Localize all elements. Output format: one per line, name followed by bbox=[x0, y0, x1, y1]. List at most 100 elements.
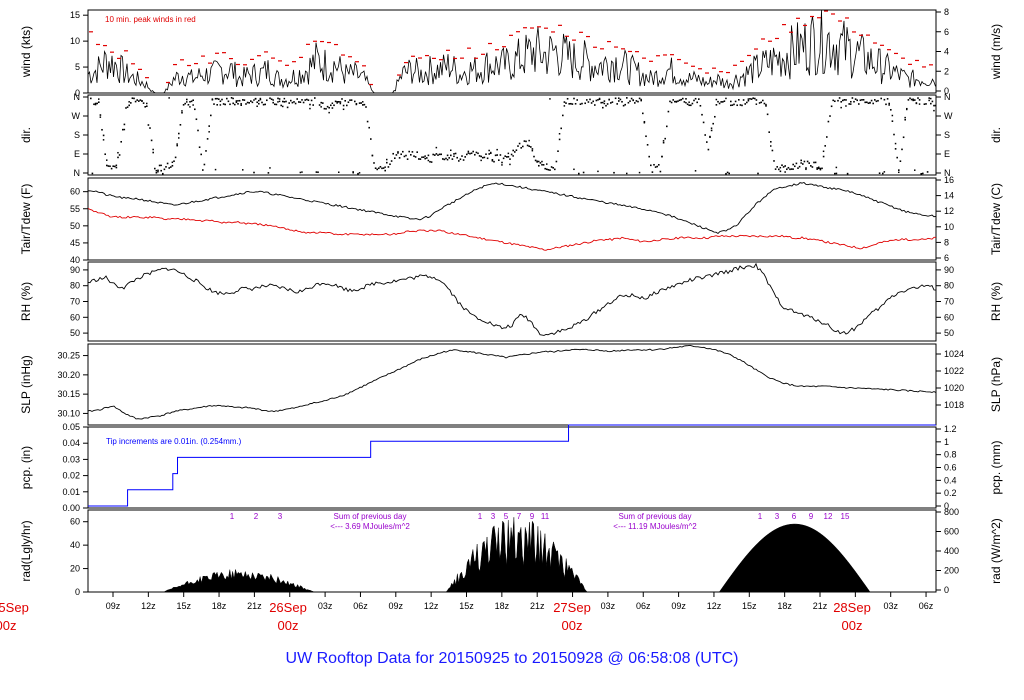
dir-point bbox=[261, 101, 263, 104]
rad-sum-value: <--- 11.19 MJoules/m^2 bbox=[613, 522, 697, 531]
dir-point bbox=[923, 103, 926, 106]
dir-point bbox=[464, 156, 466, 158]
right-ytick-label: 2 bbox=[944, 66, 949, 76]
dir-point bbox=[243, 99, 246, 101]
dir-point bbox=[413, 155, 415, 157]
dir-point bbox=[133, 97, 135, 100]
dir-point bbox=[224, 103, 226, 106]
dir-point bbox=[696, 101, 698, 104]
dir-point bbox=[163, 168, 166, 171]
dir-point bbox=[502, 157, 505, 160]
dir-point bbox=[240, 104, 242, 106]
dir-point bbox=[606, 103, 609, 105]
dir-point bbox=[538, 164, 540, 167]
rh-ytick-label: 80 bbox=[70, 281, 80, 291]
dir-ytick-label-right: W bbox=[944, 111, 953, 121]
dir-point bbox=[158, 164, 161, 167]
x-tick-label: 12z bbox=[424, 601, 439, 611]
dir-point bbox=[643, 121, 646, 124]
right-ytick-label: 6 bbox=[944, 253, 949, 263]
rad-ytick-label: 40 bbox=[70, 540, 80, 550]
dir-point bbox=[205, 150, 207, 152]
dir-point bbox=[358, 102, 361, 104]
wind-frame bbox=[87, 9, 937, 94]
dir-ytick-label: E bbox=[74, 149, 80, 159]
x-tick-label: 03z bbox=[318, 601, 333, 611]
dir-point bbox=[818, 166, 820, 169]
dir-point bbox=[195, 118, 198, 121]
dir-point bbox=[701, 113, 703, 116]
dir-point bbox=[530, 146, 532, 148]
dir-point bbox=[320, 106, 322, 108]
dir-point bbox=[622, 104, 625, 107]
dir-point bbox=[328, 106, 330, 109]
dir-point bbox=[235, 101, 238, 104]
dir-point bbox=[722, 101, 724, 103]
dir-point bbox=[270, 98, 273, 101]
dir-point bbox=[594, 104, 596, 106]
dir-point bbox=[818, 167, 820, 170]
dir-point bbox=[386, 161, 388, 164]
dir-point bbox=[434, 154, 436, 156]
rh-frame bbox=[87, 261, 937, 342]
dir-point bbox=[643, 120, 646, 123]
dir-point bbox=[285, 100, 287, 103]
dir-point bbox=[470, 152, 473, 155]
slp-line bbox=[87, 344, 937, 420]
dir-point bbox=[253, 171, 255, 174]
dir-point bbox=[754, 97, 756, 100]
dir-point bbox=[467, 150, 470, 153]
wind-ytick-label: 0 bbox=[75, 88, 80, 98]
dir-point bbox=[389, 163, 391, 166]
dir-point bbox=[288, 102, 290, 104]
dir-point bbox=[912, 98, 914, 100]
dir-point bbox=[584, 102, 586, 105]
dir-point bbox=[461, 155, 463, 157]
dir-point bbox=[192, 99, 194, 102]
x-tick-label: 18z bbox=[777, 601, 792, 611]
dir-point bbox=[814, 161, 817, 164]
dir-point bbox=[694, 97, 697, 100]
dir-point bbox=[427, 159, 430, 162]
dir-point bbox=[555, 160, 558, 163]
dir-point bbox=[320, 101, 322, 104]
dir-point bbox=[669, 100, 671, 103]
dir-point bbox=[538, 160, 540, 163]
pcp-ytick-label: 0.04 bbox=[62, 438, 80, 448]
dir-point bbox=[770, 145, 772, 147]
dir-point bbox=[563, 101, 566, 103]
dir-point bbox=[693, 99, 695, 102]
dir-point bbox=[899, 160, 902, 163]
dir-point bbox=[786, 168, 788, 171]
dir-point bbox=[608, 98, 610, 101]
dir-point bbox=[595, 99, 598, 102]
dir-point bbox=[618, 97, 620, 99]
dir-point bbox=[277, 97, 279, 100]
dir-point bbox=[206, 138, 209, 140]
dir-point bbox=[173, 160, 175, 163]
rad-hour-mark: 12 bbox=[824, 512, 833, 521]
dir-point bbox=[819, 168, 822, 171]
dir-point bbox=[306, 98, 308, 101]
dir-point bbox=[397, 152, 399, 154]
temp-ytick-label: 55 bbox=[70, 204, 80, 214]
rh-ytick-label-right: 50 bbox=[944, 328, 954, 338]
dir-point bbox=[603, 100, 606, 102]
dir-point bbox=[293, 101, 295, 103]
dir-point bbox=[826, 136, 828, 138]
right-ytick-label: 1.2 bbox=[944, 424, 957, 434]
dir-point bbox=[648, 155, 650, 158]
dir-point bbox=[886, 98, 889, 100]
dir-point bbox=[130, 102, 132, 104]
dir-point bbox=[821, 167, 823, 170]
dir-point bbox=[656, 165, 658, 168]
dir-point bbox=[718, 102, 721, 105]
dir-point bbox=[488, 153, 490, 155]
dir-point bbox=[730, 104, 732, 107]
dir-point bbox=[242, 169, 244, 171]
rh-ylabel-right: RH (%) bbox=[989, 282, 1003, 321]
rad-sum-label: Sum of previous day bbox=[334, 512, 407, 521]
dir-point bbox=[333, 104, 335, 107]
dir-point bbox=[710, 129, 713, 132]
dir-point bbox=[472, 150, 474, 153]
